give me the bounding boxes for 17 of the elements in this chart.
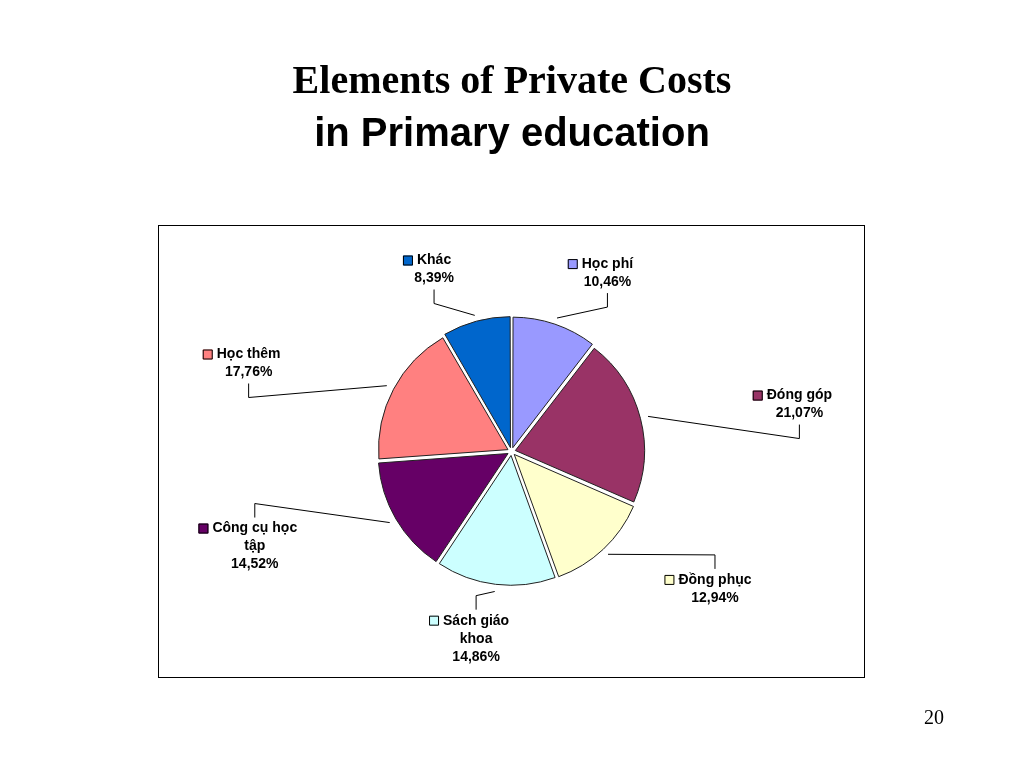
- data-label: 21,07%: [775, 404, 824, 421]
- legend-label: Khác: [416, 251, 452, 268]
- data-label: 10,46%: [583, 272, 632, 289]
- legend-label: Học phí: [581, 254, 635, 271]
- text: 20: [924, 706, 944, 729]
- data-label: 14,86%: [452, 647, 501, 664]
- legend-label: Đồng phục: [678, 570, 752, 587]
- legend-label: Học thêm: [216, 345, 281, 362]
- legend-label: Công cụ học tập: [212, 519, 298, 554]
- chart-subtitle: in Primary education: [313, 109, 711, 156]
- data-label: 14,52%: [231, 555, 280, 572]
- legend-label: Sách giáo khoa: [443, 611, 510, 646]
- legend-label: Đóng góp: [766, 386, 833, 403]
- data-label: 12,94%: [691, 588, 740, 605]
- chart-title: Elements of Private Costs: [291, 56, 733, 104]
- data-label: 17,76%: [224, 363, 273, 380]
- data-label: 8,39%: [414, 269, 455, 286]
